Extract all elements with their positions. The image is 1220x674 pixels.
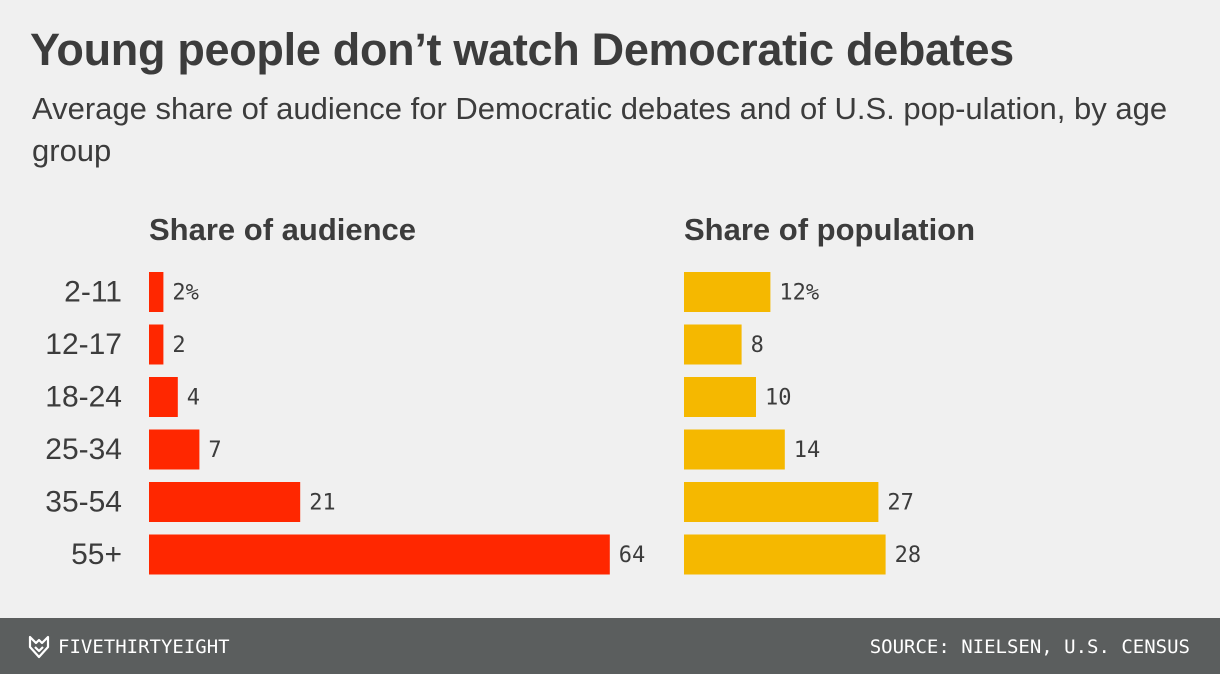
chart-title: Young people don’t watch Democratic deba… xyxy=(30,24,1014,75)
population-value-label-2-11: 12% xyxy=(779,281,819,306)
population-bar-35-54 xyxy=(684,482,879,522)
population-value-label-25-34: 14 xyxy=(794,438,821,463)
brand-name: FIVETHIRTYEIGHT xyxy=(58,636,230,658)
panel-title-population: Share of population xyxy=(684,212,976,247)
audience-value-label-12-17: 2 xyxy=(172,333,185,358)
population-bar-25-34 xyxy=(684,429,785,470)
category-label-18-24: 18-24 xyxy=(45,381,122,414)
audience-value-label-2-11: 2% xyxy=(172,281,199,306)
fivethirtyeight-fox-logo-icon xyxy=(28,635,50,659)
brand: FIVETHIRTYEIGHT xyxy=(28,635,230,659)
audience-bar-2-11 xyxy=(149,272,164,312)
population-value-label-55plus: 28 xyxy=(895,543,922,568)
audience-bar-35-54 xyxy=(149,482,301,522)
footer-bar: FIVETHIRTYEIGHT SOURCE: NIELSEN, U.S. CE… xyxy=(0,618,1220,674)
population-value-label-12-17: 8 xyxy=(751,333,764,358)
population-value-label-35-54: 27 xyxy=(887,491,914,516)
audience-value-label-35-54: 21 xyxy=(309,491,336,516)
category-label-12-17: 12-17 xyxy=(45,328,122,361)
population-bar-18-24 xyxy=(684,377,756,417)
population-bar-55plus xyxy=(684,534,886,575)
population-bar-2-11 xyxy=(684,272,771,312)
category-label-35-54: 35-54 xyxy=(45,486,122,519)
audience-bar-55plus xyxy=(149,534,610,575)
panel-title-audience: Share of audience xyxy=(149,212,417,247)
category-label-55plus: 55+ xyxy=(71,538,122,571)
chart-subtitle: Average share of audience for Democratic… xyxy=(32,91,1168,168)
audience-value-label-18-24: 4 xyxy=(187,386,200,411)
category-label-25-34: 25-34 xyxy=(45,433,122,466)
bar-chart: 2-11 12-17 18-24 25-34 35-54 55+ 2% 2 4 7 21 64 12% 8… xyxy=(45,272,922,575)
audience-bar-18-24 xyxy=(149,377,178,417)
population-bar-12-17 xyxy=(684,324,742,365)
audience-bar-25-34 xyxy=(149,429,200,470)
category-label-2-11: 2-11 xyxy=(64,276,122,309)
population-value-label-18-24: 10 xyxy=(765,386,792,411)
audience-value-label-25-34: 7 xyxy=(208,438,221,463)
audience-bar-12-17 xyxy=(149,324,164,365)
audience-value-label-55plus: 64 xyxy=(619,543,646,568)
source-note: SOURCE: NIELSEN, U.S. CENSUS xyxy=(869,636,1190,658)
